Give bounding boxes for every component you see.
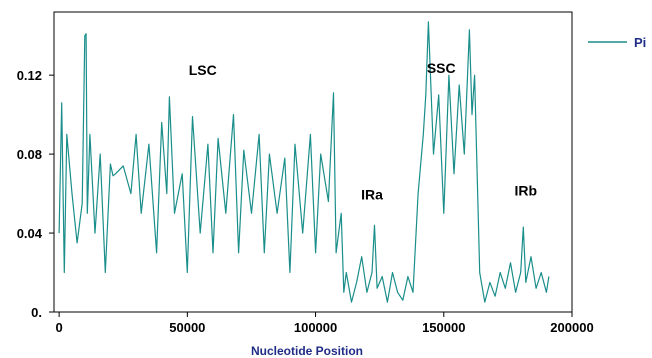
series-line-pi bbox=[58, 21, 550, 303]
x-tick-label: 0 bbox=[56, 320, 63, 335]
y-tick-label: 0.12 bbox=[17, 68, 42, 83]
plot-area bbox=[53, 11, 573, 313]
x-axis-title: Nucleotide Position bbox=[251, 344, 363, 358]
y-tick-label: 0. bbox=[31, 305, 42, 320]
x-tick-label: 50000 bbox=[169, 320, 205, 335]
region-labels: LSC IRa SSC IRb bbox=[189, 60, 537, 202]
region-label-ssc: SSC bbox=[427, 60, 456, 76]
x-axis: 0 50000 100000 150000 200000 bbox=[56, 312, 594, 335]
region-label-lsc: LSC bbox=[189, 62, 217, 78]
region-label-ira: IRa bbox=[361, 187, 383, 203]
series-layer bbox=[58, 21, 550, 303]
y-tick-label: 0.08 bbox=[17, 147, 42, 162]
x-tick-label: 100000 bbox=[294, 320, 337, 335]
x-tick-label: 200000 bbox=[550, 320, 593, 335]
y-axis: 0. 0.04 0.08 0.12 bbox=[17, 68, 54, 320]
legend: Pi bbox=[588, 35, 646, 50]
legend-label-pi: Pi bbox=[634, 35, 646, 50]
region-label-irb: IRb bbox=[515, 183, 538, 199]
y-tick-label: 0.04 bbox=[17, 226, 43, 241]
x-tick-label: 150000 bbox=[422, 320, 465, 335]
